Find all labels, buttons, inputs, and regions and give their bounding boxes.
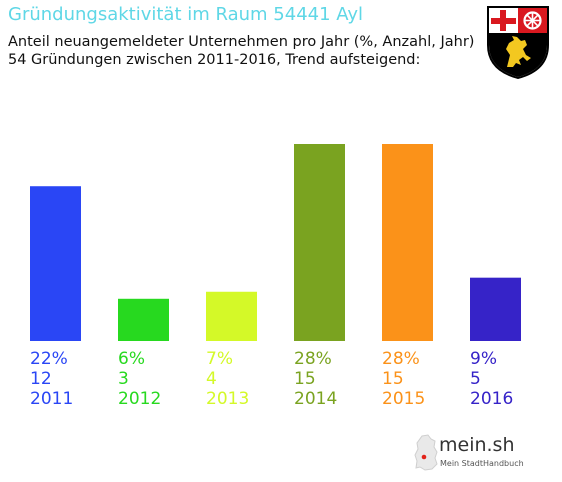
- subtitle-line-1: Anteil neuangemeldeter Unternehmen pro J…: [8, 34, 475, 50]
- count-label-2013: 4: [206, 369, 217, 389]
- count-label-2014: 15: [294, 369, 316, 389]
- count-label-2012: 3: [118, 369, 129, 389]
- subtitle-line-2: 54 Gründungen zwischen 2011-2016, Trend …: [8, 52, 421, 68]
- germany-map-icon: [414, 434, 438, 471]
- year-label-2016: 2016: [470, 389, 513, 409]
- percent-label-2012: 6%: [118, 349, 145, 369]
- year-label-2011: 2011: [30, 389, 73, 409]
- coat-of-arms-icon: [487, 6, 549, 79]
- year-label-2012: 2012: [118, 389, 161, 409]
- bar-2013: [206, 291, 257, 341]
- bar-2011: [30, 186, 81, 341]
- chart-subtitle: Anteil neuangemeldeter Unternehmen pro J…: [8, 33, 474, 69]
- percent-label-2014: 28%: [294, 349, 332, 369]
- year-label-2015: 2015: [382, 389, 425, 409]
- bar-2016: [470, 277, 521, 341]
- logo-name: mein.sh: [439, 434, 515, 456]
- logo-tagline: Mein StadtHandbuch: [440, 459, 524, 468]
- percent-label-2013: 7%: [206, 349, 233, 369]
- count-label-2011: 12: [30, 369, 52, 389]
- count-label-2016: 5: [470, 369, 481, 389]
- bar-2014: [294, 144, 345, 341]
- mein-sh-logo[interactable]: mein.sh Mein StadtHandbuch: [413, 432, 525, 474]
- percent-label-2016: 9%: [470, 349, 497, 369]
- bar-2015: [382, 144, 433, 341]
- bar-2012: [118, 298, 169, 341]
- count-label-2015: 15: [382, 369, 404, 389]
- chart-title: Gründungsaktivität im Raum 54441 Ayl: [8, 4, 364, 25]
- percent-label-2015: 28%: [382, 349, 420, 369]
- year-label-2013: 2013: [206, 389, 249, 409]
- percent-label-2011: 22%: [30, 349, 68, 369]
- year-label-2014: 2014: [294, 389, 337, 409]
